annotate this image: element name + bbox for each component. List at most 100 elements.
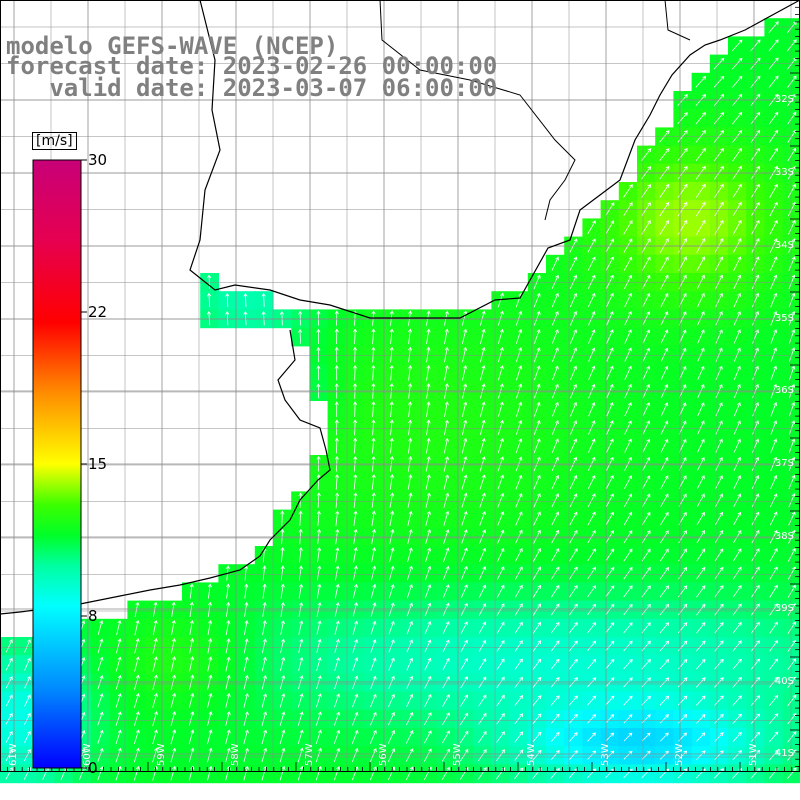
wind-cell bbox=[764, 18, 784, 37]
wind-arrow bbox=[787, 183, 796, 198]
wind-arrow bbox=[461, 492, 468, 508]
wind-arrow bbox=[605, 475, 614, 489]
wind-arrow bbox=[715, 475, 723, 489]
wind-arrow bbox=[479, 419, 486, 436]
wind-arrow bbox=[333, 765, 341, 781]
wind-arrow bbox=[478, 584, 487, 598]
wind-arrow bbox=[462, 346, 468, 363]
wind-arrow bbox=[406, 657, 413, 671]
wind-cell bbox=[600, 655, 620, 674]
wind-arrow bbox=[623, 511, 633, 526]
wind-arrow bbox=[697, 292, 705, 308]
wind-arrow bbox=[298, 583, 304, 599]
wind-arrow bbox=[605, 714, 615, 724]
wind-arrow bbox=[478, 658, 487, 671]
wind-cell bbox=[564, 582, 583, 602]
wind-arrow bbox=[733, 475, 742, 489]
lon-label: 60W bbox=[82, 743, 93, 766]
wind-cell bbox=[436, 709, 456, 729]
wind-cell bbox=[618, 764, 638, 784]
wind-cell bbox=[509, 564, 529, 583]
wind-arrow bbox=[442, 712, 450, 725]
wind-cell bbox=[491, 709, 511, 729]
wind-arrow bbox=[697, 329, 705, 344]
wind-arrow bbox=[568, 677, 578, 688]
wind-arrow bbox=[679, 329, 687, 344]
wind-arrow bbox=[550, 584, 560, 598]
wind-arrow bbox=[134, 656, 140, 672]
wind-cell bbox=[728, 218, 747, 238]
wind-cell bbox=[655, 582, 674, 602]
wind-arrow bbox=[695, 75, 707, 88]
wind-cell bbox=[691, 182, 711, 201]
wind-arrow bbox=[532, 695, 542, 706]
wind-arrow bbox=[280, 601, 285, 617]
wind-arrow bbox=[696, 256, 706, 271]
wind-arrow bbox=[569, 548, 578, 562]
lat-label: 38S bbox=[774, 531, 794, 542]
lon-label: 54W bbox=[526, 743, 537, 766]
wind-cell bbox=[527, 546, 547, 565]
wind-arrow bbox=[750, 75, 761, 88]
wind-arrow bbox=[786, 39, 797, 52]
wind-arrow bbox=[532, 640, 542, 652]
wind-cell bbox=[709, 582, 729, 602]
wind-arrow bbox=[353, 510, 358, 527]
wind-arrow bbox=[788, 511, 796, 526]
wind-arrow bbox=[714, 219, 724, 235]
wind-arrow bbox=[587, 732, 596, 742]
wind-arrow bbox=[732, 219, 742, 235]
wind-arrow bbox=[5, 639, 13, 653]
wind-arrow bbox=[588, 347, 596, 362]
wind-arrow bbox=[498, 365, 504, 381]
wind-arrow bbox=[624, 438, 632, 453]
wind-arrow bbox=[335, 547, 340, 563]
wind-arrow bbox=[334, 401, 339, 417]
wind-arrow bbox=[334, 602, 340, 617]
lat-label: 34S bbox=[774, 240, 794, 251]
wind-cell bbox=[618, 182, 638, 201]
wind-arrow bbox=[496, 584, 505, 598]
wind-arrow bbox=[788, 438, 796, 453]
wind-arrow bbox=[316, 328, 321, 344]
wind-arrow bbox=[24, 694, 31, 707]
wind-cell bbox=[728, 655, 747, 674]
wind-cell bbox=[764, 109, 784, 128]
wind-cell bbox=[709, 72, 729, 92]
wind-arrow bbox=[586, 768, 597, 779]
wind-cell bbox=[691, 436, 711, 456]
wind-cell bbox=[728, 746, 747, 765]
wind-cell bbox=[691, 746, 711, 765]
wind-arrow bbox=[389, 547, 395, 563]
wind-arrow bbox=[514, 603, 523, 616]
wind-cell bbox=[546, 618, 565, 638]
wind-arrow bbox=[462, 401, 468, 417]
wind-cell bbox=[746, 509, 765, 529]
wind-cell bbox=[0, 709, 19, 729]
wind-cell bbox=[728, 54, 747, 74]
wind-arrow bbox=[732, 622, 742, 634]
wind-arrow bbox=[478, 712, 487, 725]
wind-arrow bbox=[659, 220, 669, 235]
wind-arrow bbox=[426, 328, 431, 345]
wind-cell bbox=[418, 655, 438, 674]
wind-arrow bbox=[316, 693, 322, 708]
wind-arrow bbox=[478, 621, 487, 634]
wind-arrow bbox=[351, 766, 359, 781]
wind-arrow bbox=[659, 548, 669, 562]
wind-arrow bbox=[405, 766, 414, 781]
wind-arrow bbox=[623, 659, 633, 670]
wind-cell bbox=[564, 473, 583, 492]
wind-arrow bbox=[587, 475, 596, 489]
lat-label: 39S bbox=[774, 603, 794, 614]
wind-cell bbox=[546, 582, 565, 602]
wind-arrow bbox=[460, 639, 468, 652]
wind-cell bbox=[618, 600, 638, 620]
wind-arrow bbox=[426, 401, 431, 417]
wind-cell bbox=[655, 473, 674, 492]
wind-cell bbox=[600, 491, 620, 511]
wind-cell bbox=[673, 691, 693, 711]
forecast-date: forecast date: 2023-02-26 00:00:00 bbox=[6, 52, 498, 80]
wind-cell bbox=[527, 637, 547, 656]
wind-cell bbox=[673, 182, 693, 201]
